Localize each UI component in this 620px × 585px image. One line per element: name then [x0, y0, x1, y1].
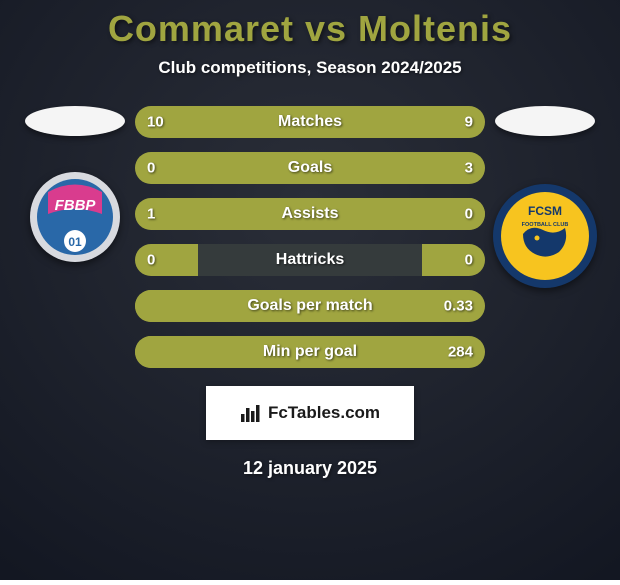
- bar-fill-right: [198, 152, 485, 184]
- page-title: Commaret vs Moltenis: [108, 8, 512, 50]
- bar-chart-icon: [240, 404, 262, 422]
- bar-label: Goals per match: [247, 297, 372, 315]
- svg-text:FOOTBALL CLUB: FOOTBALL CLUB: [522, 222, 569, 228]
- bar-value-right: 0: [465, 206, 473, 223]
- bar-fill-right: [422, 198, 485, 230]
- bar-fill-right: [422, 244, 485, 276]
- bar-fill-right: [317, 106, 485, 138]
- right-side: FCSM FOOTBALL CLUB: [485, 106, 605, 288]
- stat-row: Min per goal 284: [135, 336, 485, 368]
- crest-right-abbr: FCSM: [528, 204, 562, 218]
- player-placeholder-left: [25, 106, 125, 136]
- player-placeholder-right: [495, 106, 595, 136]
- bar-label: Assists: [282, 205, 339, 223]
- source-logo-text: FcTables.com: [268, 403, 380, 423]
- source-logo: FcTables.com: [206, 386, 414, 440]
- bar-value-left: 0: [147, 252, 155, 269]
- left-side: FBBP 01: [15, 106, 135, 262]
- page-subtitle: Club competitions, Season 2024/2025: [158, 58, 461, 78]
- bar-label: Hattricks: [276, 251, 344, 269]
- club-crest-left: FBBP 01: [30, 172, 120, 262]
- bar-value-left: 10: [147, 114, 164, 131]
- bar-label: Min per goal: [263, 343, 357, 361]
- bar-value-right: 0.33: [444, 298, 473, 315]
- stat-row: Goals 0 3: [135, 152, 485, 184]
- bar-fill-left: [135, 152, 198, 184]
- bar-value-left: 1: [147, 206, 155, 223]
- bar-fill-left: [135, 244, 198, 276]
- stat-row: Hattricks 0 0: [135, 244, 485, 276]
- svg-text:01: 01: [68, 235, 82, 249]
- bar-label: Goals: [288, 159, 332, 177]
- bar-value-right: 3: [465, 160, 473, 177]
- club-crest-right: FCSM FOOTBALL CLUB: [493, 184, 597, 288]
- crest-left-abbr: FBBP: [55, 197, 97, 214]
- stat-row: Goals per match 0.33: [135, 290, 485, 322]
- stat-row: Matches 10 9: [135, 106, 485, 138]
- bar-value-right: 284: [448, 344, 473, 361]
- comparison-main: FBBP 01 Matches109Goals03Assists10Hattri…: [0, 106, 620, 368]
- stat-bars: Matches109Goals03Assists10Hattricks00Goa…: [135, 106, 485, 368]
- bar-label: Matches: [278, 113, 342, 131]
- bar-value-right: 0: [465, 252, 473, 269]
- stat-row: Assists 1 0: [135, 198, 485, 230]
- bar-value-right: 9: [465, 114, 473, 131]
- bar-value-left: 0: [147, 160, 155, 177]
- date-text: 12 january 2025: [243, 458, 377, 479]
